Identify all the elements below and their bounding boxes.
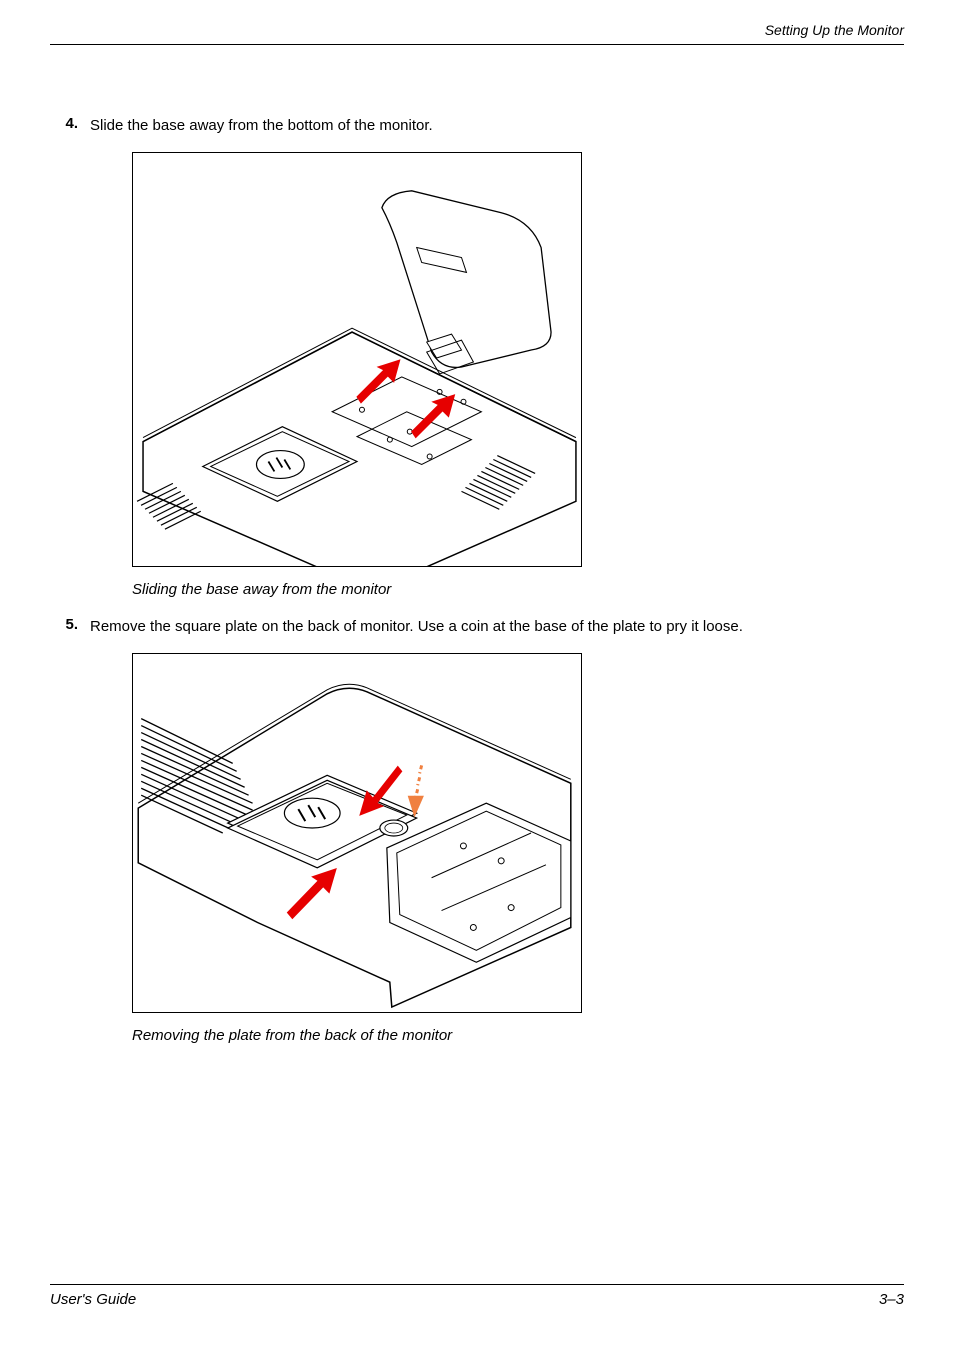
- footer-right: 3–3: [879, 1291, 904, 1308]
- step-4: 4. Slide the base away from the bottom o…: [50, 115, 904, 136]
- caption-1: Sliding the base away from the monitor: [132, 581, 904, 598]
- step-5: 5. Remove the square plate on the back o…: [50, 616, 904, 637]
- step-text: Remove the square plate on the back of m…: [90, 616, 743, 637]
- figure-2-illustration: [132, 653, 582, 1013]
- figure-1-illustration: [132, 152, 582, 567]
- header-title: Setting Up the Monitor: [765, 22, 904, 38]
- figure-2-wrap: [132, 653, 904, 1013]
- step-number: 4.: [50, 115, 90, 136]
- page-content: 4. Slide the base away from the bottom o…: [50, 45, 904, 1044]
- step-text: Slide the base away from the bottom of t…: [90, 115, 433, 136]
- footer-left: User's Guide: [50, 1291, 136, 1308]
- page: Setting Up the Monitor 4. Slide the base…: [0, 0, 954, 1350]
- caption-2: Removing the plate from the back of the …: [132, 1027, 904, 1044]
- figure-1-wrap: [132, 152, 904, 567]
- page-footer: User's Guide 3–3: [50, 1284, 904, 1308]
- step-number: 5.: [50, 616, 90, 637]
- page-header: Setting Up the Monitor: [50, 22, 904, 45]
